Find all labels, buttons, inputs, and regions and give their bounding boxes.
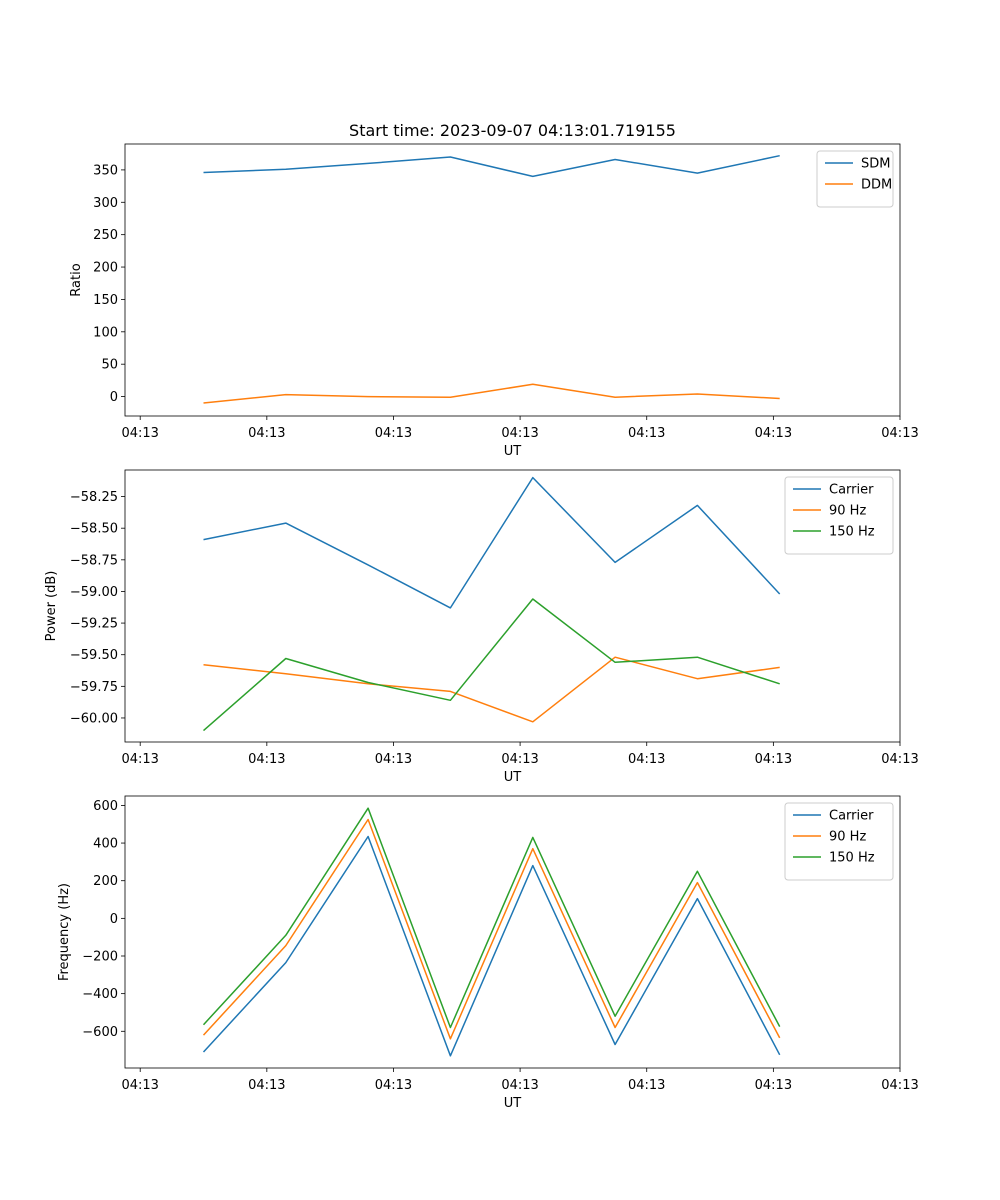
y-axis-label: Ratio bbox=[69, 263, 84, 296]
x-tick-label: 04:13 bbox=[881, 752, 918, 767]
x-tick-label: 04:13 bbox=[755, 426, 792, 441]
x-tick-label: 04:13 bbox=[501, 1078, 538, 1093]
x-tick-label: 04:13 bbox=[755, 752, 792, 767]
x-tick-label: 04:13 bbox=[248, 426, 285, 441]
y-tick-label: 400 bbox=[93, 837, 118, 852]
y-tick-label: 150 bbox=[93, 293, 118, 308]
x-axis-label: UT bbox=[504, 770, 522, 785]
series-line-150-hz bbox=[202, 807, 781, 1029]
plot-frame-3 bbox=[124, 795, 901, 1069]
x-tick-label: 04:13 bbox=[881, 1078, 918, 1093]
series-line-90-hz bbox=[202, 818, 781, 1040]
legend-label: 90 Hz bbox=[829, 830, 866, 845]
x-tick-label: 04:13 bbox=[121, 752, 158, 767]
x-tick-label: 04:13 bbox=[501, 426, 538, 441]
x-tick-label: 04:13 bbox=[755, 1078, 792, 1093]
x-tick-label: 04:13 bbox=[628, 752, 665, 767]
y-tick-label: −58.75 bbox=[70, 553, 118, 568]
x-tick-label: 04:13 bbox=[248, 1078, 285, 1093]
legend-box bbox=[784, 802, 894, 881]
x-tick-label: 04:13 bbox=[375, 752, 412, 767]
y-axis-label: Frequency (Hz) bbox=[57, 883, 72, 981]
legend-label: 90 Hz bbox=[829, 504, 866, 519]
x-tick-label: 04:13 bbox=[375, 426, 412, 441]
y-tick-label: −59.75 bbox=[70, 680, 118, 695]
y-tick-label: 250 bbox=[93, 228, 118, 243]
y-tick-label: −200 bbox=[82, 950, 118, 965]
series-line-90-hz bbox=[203, 656, 780, 723]
legend-label: 150 Hz bbox=[829, 525, 875, 540]
y-tick-label: 0 bbox=[110, 390, 118, 405]
legend-label: Carrier bbox=[829, 809, 874, 824]
plot-frame-2 bbox=[124, 469, 901, 743]
y-tick-label: 0 bbox=[110, 912, 118, 927]
series-line-sdm bbox=[203, 154, 780, 178]
legend-label: Carrier bbox=[829, 483, 874, 498]
legend-box bbox=[816, 150, 894, 208]
x-tick-label: 04:13 bbox=[121, 426, 158, 441]
legend-label: DDM bbox=[861, 178, 892, 193]
y-tick-label: 300 bbox=[93, 196, 118, 211]
y-axis-label: Power (dB) bbox=[44, 571, 59, 642]
x-tick-label: 04:13 bbox=[628, 426, 665, 441]
y-tick-label: −400 bbox=[82, 987, 118, 1002]
x-axis-label: UT bbox=[504, 1096, 522, 1111]
series-line-carrier bbox=[203, 476, 781, 609]
series-line-ddm bbox=[203, 383, 780, 404]
y-tick-label: 50 bbox=[101, 358, 118, 373]
y-tick-label: 350 bbox=[93, 163, 118, 178]
chart-title: Start time: 2023-09-07 04:13:01.719155 bbox=[349, 121, 676, 140]
x-tick-label: 04:13 bbox=[248, 752, 285, 767]
x-tick-label: 04:13 bbox=[121, 1078, 158, 1093]
series-line-carrier bbox=[202, 835, 781, 1057]
x-tick-label: 04:13 bbox=[501, 752, 538, 767]
x-tick-label: 04:13 bbox=[375, 1078, 412, 1093]
x-tick-label: 04:13 bbox=[628, 1078, 665, 1093]
y-tick-label: −58.25 bbox=[70, 490, 118, 505]
y-tick-label: −59.50 bbox=[70, 648, 118, 663]
legend-label: 150 Hz bbox=[829, 851, 875, 866]
y-tick-label: 100 bbox=[93, 325, 118, 340]
plot-frame-1 bbox=[124, 143, 901, 417]
y-tick-label: −59.00 bbox=[70, 585, 118, 600]
y-tick-label: 200 bbox=[93, 261, 118, 276]
y-tick-label: 600 bbox=[93, 799, 118, 814]
legend-box bbox=[784, 476, 894, 555]
y-tick-label: −600 bbox=[82, 1025, 118, 1040]
x-tick-label: 04:13 bbox=[881, 426, 918, 441]
y-tick-label: 200 bbox=[93, 874, 118, 889]
y-tick-label: −59.25 bbox=[70, 617, 118, 632]
x-axis-label: UT bbox=[504, 444, 522, 459]
y-tick-label: −58.50 bbox=[70, 522, 118, 537]
series-line-150-hz bbox=[203, 598, 780, 732]
legend-label: SDM bbox=[861, 157, 890, 172]
y-tick-label: −60.00 bbox=[70, 711, 118, 726]
